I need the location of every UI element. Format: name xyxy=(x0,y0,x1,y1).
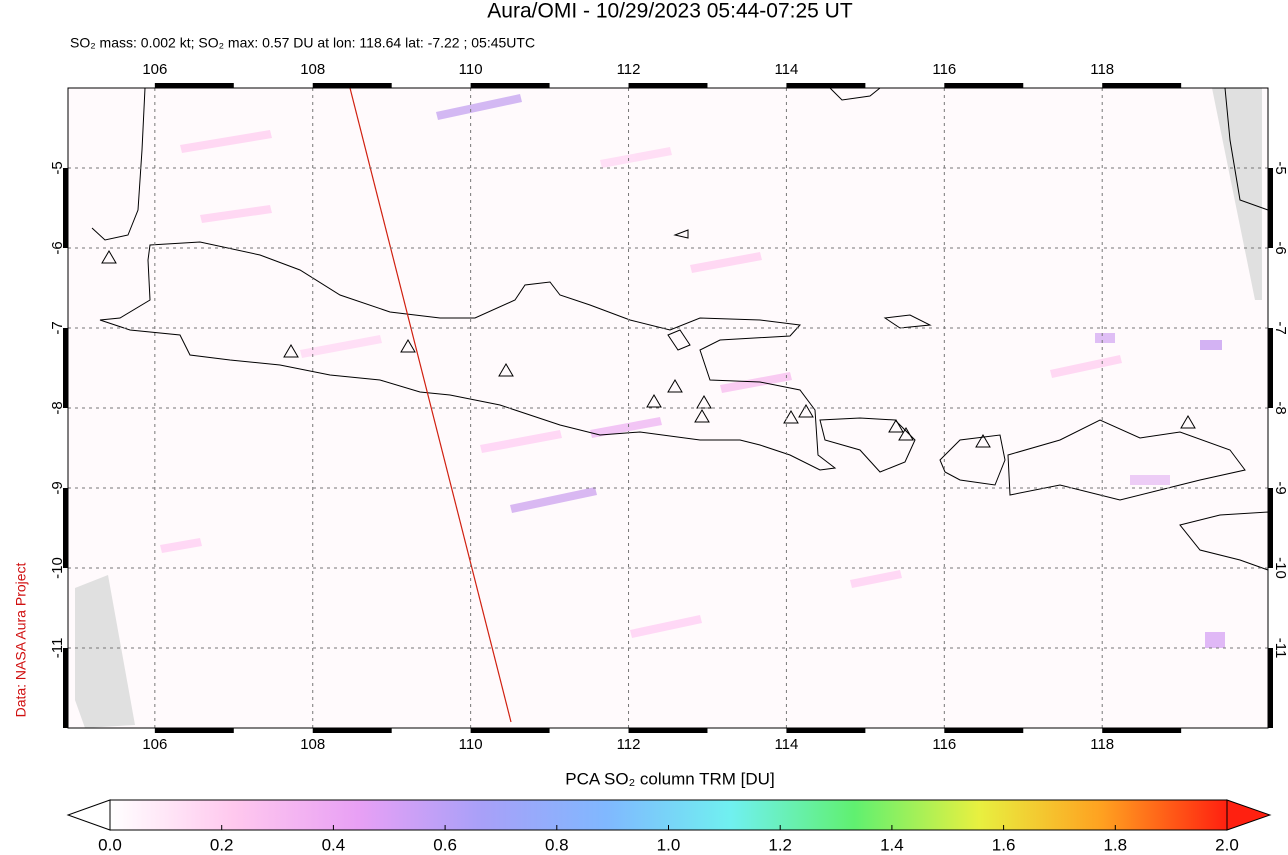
frame-bar xyxy=(470,728,550,733)
colorbar-under xyxy=(66,799,111,831)
frame-bar xyxy=(1268,488,1273,568)
x-tick-label: 114 xyxy=(774,736,798,753)
colorbar-tick-label: 1.4 xyxy=(880,835,904,854)
colorbar xyxy=(66,799,1272,831)
frame-bar xyxy=(944,728,1024,733)
no-data-swath xyxy=(1212,88,1262,300)
frame-bar xyxy=(786,83,866,88)
y-tick-label: -11 xyxy=(49,638,66,659)
subtitle: SO₂ mass: 0.002 kt; SO₂ max: 0.57 DU at … xyxy=(70,35,535,51)
frame-bar xyxy=(1268,328,1273,408)
y-tick-label: -9 xyxy=(1272,481,1288,494)
frame-bar xyxy=(154,728,234,733)
frame-bar xyxy=(1268,648,1273,728)
colorbar-tick-label: 0.2 xyxy=(210,835,234,854)
y-tick-label: -6 xyxy=(49,241,66,254)
x-tick-label: 112 xyxy=(617,61,641,78)
frame-bar xyxy=(1102,83,1182,88)
x-tick-label: 110 xyxy=(459,61,483,78)
frame-bar xyxy=(1268,168,1273,248)
y-tick-label: -11 xyxy=(1272,638,1288,659)
frame-bar xyxy=(470,83,550,88)
x-tick-label: 118 xyxy=(1090,61,1114,78)
x-tick-label: 110 xyxy=(459,736,483,753)
colorbar-label: PCA SO₂ column TRM [DU] xyxy=(565,769,774,788)
y-tick-label: -9 xyxy=(49,481,66,494)
frame-bar xyxy=(628,83,708,88)
x-tick-label: 118 xyxy=(1090,736,1114,753)
x-tick-label: 116 xyxy=(932,61,956,78)
colorbar-tick-label: 0.0 xyxy=(98,835,122,854)
frame-bar xyxy=(944,83,1024,88)
credit: Data: NASA Aura Project xyxy=(13,562,29,717)
x-tick-label: 106 xyxy=(142,736,167,753)
y-tick-label: -10 xyxy=(1272,557,1288,579)
x-tick-label: 114 xyxy=(774,61,798,78)
frame-bar xyxy=(63,328,68,408)
frame-bar xyxy=(312,83,392,88)
y-tick-label: -5 xyxy=(49,161,66,174)
frame-bar xyxy=(63,168,68,248)
y-tick-label: -6 xyxy=(1272,241,1288,254)
map-area xyxy=(68,87,1269,728)
y-tick-label: -7 xyxy=(1272,321,1288,334)
frame-bar xyxy=(786,728,866,733)
colorbar-tick-label: 1.2 xyxy=(768,835,792,854)
frame-bar xyxy=(1102,728,1182,733)
colorbar-over xyxy=(1226,799,1272,831)
colorbar-tick-label: 1.8 xyxy=(1103,835,1127,854)
x-tick-label: 108 xyxy=(300,736,325,753)
map-background xyxy=(68,88,1268,728)
x-tick-label: 106 xyxy=(142,61,167,78)
colorbar-tick-label: 1.6 xyxy=(992,835,1016,854)
y-tick-label: -10 xyxy=(49,557,66,579)
y-tick-label: -8 xyxy=(1272,401,1288,414)
colorbar-tick-label: 1.0 xyxy=(657,835,681,854)
frame-bar xyxy=(154,83,234,88)
volcanoes xyxy=(101,250,1196,448)
so2-pixels xyxy=(160,94,1225,648)
x-tick-label: 108 xyxy=(300,61,325,78)
frame-bar xyxy=(628,728,708,733)
frame-bar xyxy=(312,728,392,733)
colorbar-tick-label: 0.8 xyxy=(545,835,569,854)
x-tick-label: 116 xyxy=(932,736,956,753)
title: Aura/OMI - 10/29/2023 05:44-07:25 UT xyxy=(487,0,853,23)
y-tick-label: -8 xyxy=(49,401,66,414)
colorbar-tick-label: 0.4 xyxy=(322,835,346,854)
orbit-track xyxy=(349,87,512,723)
frame-bar xyxy=(63,648,68,728)
x-tick-label: 112 xyxy=(617,736,641,753)
y-tick-label: -7 xyxy=(49,321,66,334)
frame-bar xyxy=(63,488,68,568)
colorbar-tick-label: 0.6 xyxy=(433,835,457,854)
y-tick-label: -5 xyxy=(1272,161,1288,174)
colorbar-tick-label: 2.0 xyxy=(1215,835,1239,854)
no-data-swath xyxy=(75,575,135,728)
coastlines xyxy=(91,87,1269,571)
